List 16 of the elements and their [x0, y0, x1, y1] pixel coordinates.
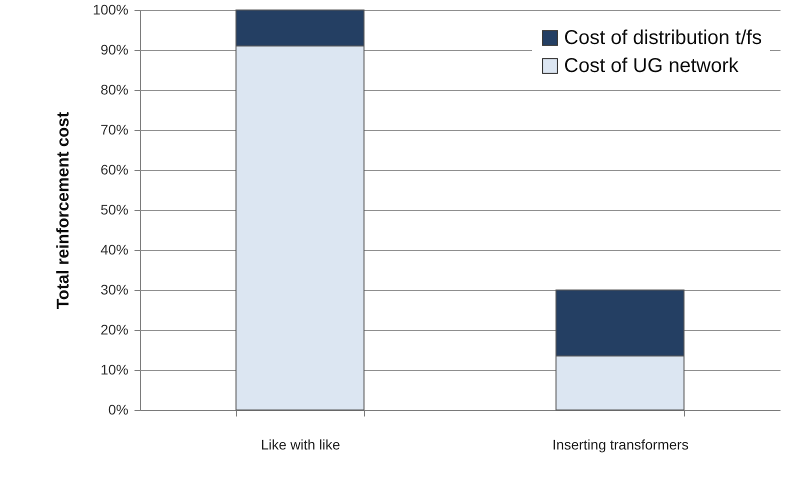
- y-tick-label: 20%: [100, 322, 128, 338]
- y-tick-label: 40%: [100, 242, 128, 258]
- y-tick-label: 80%: [100, 82, 128, 98]
- legend-label: Cost of distribution t/fs: [564, 27, 762, 49]
- y-tick-label: 100%: [92, 2, 128, 18]
- y-tick-label: 90%: [100, 42, 128, 58]
- x-tick-label: Like with like: [260, 436, 340, 452]
- y-tick-label: 30%: [100, 282, 128, 298]
- legend-label: Cost of UG network: [564, 55, 740, 77]
- x-tick-label: Inserting transformers: [552, 436, 689, 452]
- y-axis-title: Total reinforcement cost: [54, 112, 73, 310]
- y-tick-label: 70%: [100, 122, 128, 138]
- y-tick-label: 50%: [100, 202, 128, 218]
- y-tick-label: 10%: [100, 362, 128, 378]
- y-tick-label: 0%: [108, 402, 128, 418]
- y-tick-label: 60%: [100, 162, 128, 178]
